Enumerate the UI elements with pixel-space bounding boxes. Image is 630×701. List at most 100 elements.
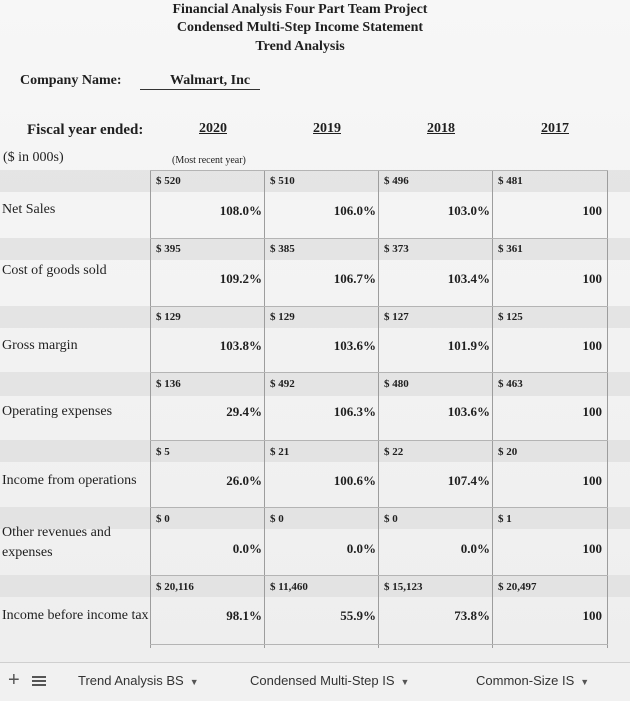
grid-line [150, 238, 608, 239]
percent-cell[interactable]: 0.0% [346, 541, 376, 556]
tab-label: Common-Size IS [476, 673, 575, 688]
percent-cell[interactable]: 0.0% [232, 541, 262, 556]
amount-cell[interactable]: $ 20,497 [498, 581, 537, 593]
tab-label: Condensed Multi-Step IS [250, 673, 395, 688]
percent-cell[interactable]: 103.6% [447, 404, 490, 419]
amount-cell[interactable]: $ 11,460 [270, 581, 308, 593]
percent-cell[interactable]: 100.6% [333, 473, 376, 488]
percent-cell[interactable]: 109.2% [219, 271, 262, 286]
row-label-income-before-tax: Income before income tax [2, 608, 149, 623]
amount-cell[interactable]: $ 20,116 [156, 581, 194, 593]
amount-cell[interactable]: $ 0 [384, 513, 398, 525]
amount-cell[interactable]: $ 5 [156, 446, 170, 458]
amount-cell[interactable]: $ 510 [270, 175, 295, 187]
row-label-operating-expenses: Operating expenses [2, 404, 113, 419]
row-label-income-from-operations: Income from operations [2, 473, 137, 488]
amount-cell[interactable]: $ 136 [156, 378, 181, 390]
percent-cell[interactable]: 0.0% [460, 541, 490, 556]
amount-cell[interactable]: $ 496 [384, 175, 409, 187]
base-cell[interactable]: 100 [582, 338, 603, 353]
amount-cell[interactable]: $ 125 [498, 311, 523, 323]
grid-line [150, 507, 608, 508]
amount-cell[interactable]: $ 463 [498, 378, 523, 390]
amount-cell[interactable]: $ 373 [384, 243, 409, 255]
year-2020[interactable]: 2020 [199, 121, 227, 136]
row-label-net-sales: Net Sales [2, 202, 56, 217]
amount-cell[interactable]: $ 395 [156, 243, 181, 255]
row-band [0, 372, 630, 396]
chevron-down-icon: ▼ [580, 677, 590, 687]
amount-cell[interactable]: $ 20 [498, 446, 518, 458]
amount-cell[interactable]: $ 492 [270, 378, 295, 390]
data-grid [150, 170, 608, 648]
amount-cell[interactable]: $ 22 [384, 446, 404, 458]
menu-icon[interactable] [32, 676, 46, 686]
row-band [0, 575, 630, 597]
amount-cell[interactable]: $ 0 [156, 513, 170, 525]
most-recent-note: (Most recent year) [172, 155, 246, 166]
row-band [0, 238, 630, 260]
amount-cell[interactable]: $ 361 [498, 243, 523, 255]
grid-line [378, 170, 379, 648]
base-cell[interactable]: 100 [582, 541, 603, 556]
amount-cell[interactable]: $ 21 [270, 446, 290, 458]
base-cell[interactable]: 100 [582, 203, 603, 218]
row-label-cogs: Cost of goods sold [2, 263, 107, 278]
base-cell[interactable]: 100 [582, 271, 603, 286]
percent-cell[interactable]: 106.7% [333, 271, 376, 286]
percent-cell[interactable]: 98.1% [226, 608, 262, 623]
percent-cell[interactable]: 108.0% [219, 203, 262, 218]
percent-cell[interactable]: 103.6% [333, 338, 376, 353]
amount-cell[interactable]: $ 1 [498, 513, 512, 525]
percent-cell[interactable]: 101.9% [447, 338, 490, 353]
amount-cell[interactable]: $ 129 [156, 311, 181, 323]
sheet-tab-bar: + Trend Analysis BS ▼ Condensed Multi-Ste… [0, 662, 630, 701]
base-cell[interactable]: 100 [582, 404, 603, 419]
percent-cell[interactable]: 107.4% [447, 473, 490, 488]
amount-cell[interactable]: $ 129 [270, 311, 295, 323]
tab-trend-analysis-bs[interactable]: Trend Analysis BS ▼ [78, 673, 199, 688]
year-2018[interactable]: 2018 [427, 121, 455, 136]
grid-line [150, 440, 608, 441]
row-label-gross-margin: Gross margin [2, 338, 78, 353]
percent-cell[interactable]: 26.0% [226, 473, 262, 488]
year-2019[interactable]: 2019 [313, 121, 341, 136]
base-cell[interactable]: 100 [582, 608, 603, 623]
percent-cell[interactable]: 106.0% [333, 203, 376, 218]
percent-cell[interactable]: 103.0% [447, 203, 490, 218]
row-label-other-revenues: Other revenues and [2, 525, 111, 540]
row-band [0, 306, 630, 328]
chevron-down-icon: ▼ [189, 677, 199, 687]
row-band [0, 170, 630, 192]
company-name-cell[interactable]: Walmart, Inc [140, 73, 260, 90]
percent-cell[interactable]: 29.4% [226, 404, 262, 419]
plus-icon[interactable]: + [8, 669, 20, 691]
grid-line [150, 575, 608, 576]
fiscal-year-label: Fiscal year ended: [27, 122, 144, 138]
percent-cell[interactable]: 73.8% [454, 608, 490, 623]
amount-cell[interactable]: $ 480 [384, 378, 409, 390]
amount-cell[interactable]: $ 0 [270, 513, 284, 525]
tab-condensed-multi-step-is[interactable]: Condensed Multi-Step IS ▼ [250, 673, 409, 688]
amount-cell[interactable]: $ 15,123 [384, 581, 423, 593]
grid-line [150, 372, 608, 373]
report-title: Financial Analysis Four Part Team Projec… [172, 2, 428, 17]
percent-cell[interactable]: 55.9% [340, 608, 376, 623]
row-label-other-revenues-line2: expenses [2, 545, 53, 560]
percent-cell[interactable]: 103.8% [219, 338, 262, 353]
percent-cell[interactable]: 103.4% [447, 271, 490, 286]
amount-cell[interactable]: $ 385 [270, 243, 295, 255]
base-cell[interactable]: 100 [582, 473, 603, 488]
amount-cell[interactable]: $ 481 [498, 175, 523, 187]
units-label: ($ in 000s) [3, 150, 64, 165]
spreadsheet-area: Financial Analysis Four Part Team Projec… [0, 0, 630, 662]
year-2017[interactable]: 2017 [541, 121, 569, 136]
amount-cell[interactable]: $ 127 [384, 311, 409, 323]
tab-common-size-is[interactable]: Common-Size IS ▼ [476, 673, 589, 688]
grid-line [264, 170, 265, 648]
grid-line [607, 170, 608, 648]
amount-cell[interactable]: $ 520 [156, 175, 181, 187]
percent-cell[interactable]: 106.3% [333, 404, 376, 419]
grid-line [150, 644, 608, 645]
report-subtitle: Condensed Multi-Step Income Statement [176, 20, 424, 35]
